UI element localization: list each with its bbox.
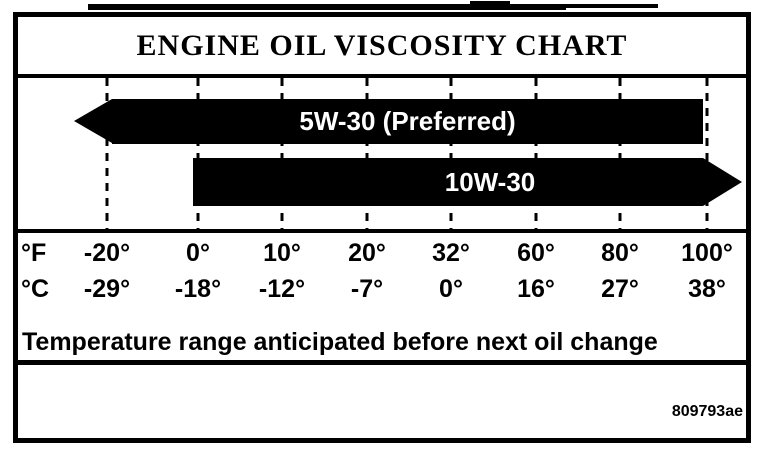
grid-line-dashed: [280, 78, 284, 229]
grid-line-dashed: [449, 78, 453, 229]
grid-line-dashed: [365, 78, 369, 229]
c-tick: 0°: [439, 275, 463, 303]
f-tick: 80°: [601, 239, 639, 267]
bar-10w30: 10W-30: [193, 158, 742, 206]
c-tick: -7°: [350, 275, 384, 303]
temperature-range-note: Temperature range anticipated before nex…: [22, 328, 658, 356]
bar-10w30-shaft: 10W-30: [193, 158, 703, 206]
grid-line-dashed: [705, 78, 709, 229]
celsius-row: °C -29° -18° -12° -7° 0° 16° 27° 38°: [18, 272, 746, 306]
bar-10w30-label: 10W-30: [444, 166, 536, 197]
temperature-scale: °F -20° 0° 10° 20° 32° 60° 80° 100° °C -…: [18, 233, 746, 365]
c-tick: -29°: [83, 275, 131, 303]
right-arrowhead-icon: [703, 158, 742, 206]
footer-strip: 809793ae: [18, 365, 746, 425]
c-tick: -18°: [174, 275, 222, 303]
f-tick: 32°: [432, 239, 470, 267]
chart-frame: ENGINE OIL VISCOSITY CHART 5W-30 (Prefer…: [13, 12, 751, 443]
bar-5w30-shaft: 5W-30 (Preferred): [112, 99, 703, 144]
c-tick: 38°: [688, 275, 726, 303]
page-title: ENGINE OIL VISCOSITY CHART: [136, 28, 628, 62]
bar-5w30: 5W-30 (Preferred): [74, 99, 703, 144]
scan-artifact-line: [470, 1, 510, 4]
viscosity-chart-area: 5W-30 (Preferred) 10W-30: [18, 78, 746, 233]
scan-artifact-line: [88, 4, 566, 10]
c-tick: 16°: [517, 275, 555, 303]
grid-line-dashed: [196, 78, 200, 229]
celsius-unit-label: °C: [21, 275, 50, 303]
grid-line-dashed: [105, 78, 109, 229]
c-tick: -12°: [258, 275, 306, 303]
scan-artifact-line: [566, 4, 658, 8]
figure-code: 809793ae: [671, 403, 743, 420]
grid-line-dashed: [534, 78, 538, 229]
bar-5w30-label: 5W-30 (Preferred): [299, 106, 516, 136]
f-tick: 10°: [263, 239, 301, 267]
left-arrowhead-icon: [74, 99, 112, 143]
fahrenheit-unit-label: °F: [21, 239, 47, 267]
c-tick: 27°: [601, 275, 639, 303]
f-tick: -20°: [83, 239, 131, 267]
grid-line-dashed: [618, 78, 622, 229]
title-row: ENGINE OIL VISCOSITY CHART: [18, 17, 746, 78]
f-tick: 100°: [681, 239, 733, 267]
f-tick: 60°: [517, 239, 555, 267]
f-tick: 20°: [348, 239, 386, 267]
f-tick: 0°: [186, 239, 210, 267]
fahrenheit-row: °F -20° 0° 10° 20° 32° 60° 80° 100°: [18, 236, 746, 270]
